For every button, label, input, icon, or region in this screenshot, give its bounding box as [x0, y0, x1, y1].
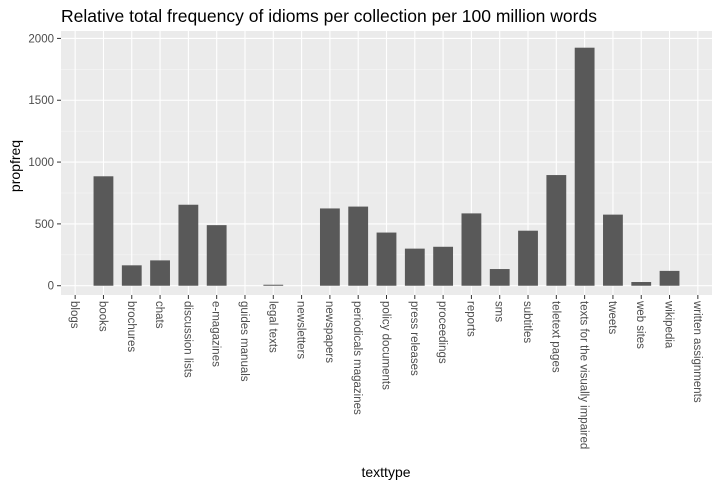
bar-web-sites	[631, 282, 652, 286]
y-tick-label: 2000	[28, 33, 54, 45]
bar-brochures	[121, 265, 142, 286]
bar-proceedings	[433, 246, 454, 286]
bar-press-releases	[404, 248, 425, 286]
x-tick-label: reports	[464, 301, 476, 337]
x-tick-label: discussion lists	[181, 301, 193, 378]
bar-chats	[150, 260, 170, 286]
bar-periodicals-magazines	[348, 206, 369, 286]
x-tick-label: press releases	[408, 301, 420, 376]
bar-policy-documents	[376, 232, 397, 286]
y-tick-label: 500	[35, 219, 54, 231]
x-tick-label: brochures	[125, 301, 137, 352]
bar-sms	[489, 269, 510, 286]
bar-newspapers	[319, 208, 340, 286]
x-tick-label: proceedings	[436, 301, 448, 364]
x-tick-label: newspapers	[323, 301, 335, 363]
x-tick-label: blogs	[68, 301, 80, 329]
bar-texts-for-the-visually-impaired	[574, 47, 595, 286]
y-tick-label: 1000	[28, 157, 54, 169]
bar-wikipedia	[659, 270, 680, 286]
x-tick-label: newsletters	[295, 301, 307, 359]
bar-legal-texts	[263, 284, 284, 286]
x-tick-label: policy documents	[380, 301, 392, 390]
bar-subtitles	[518, 230, 538, 286]
bar-e-magazines	[206, 225, 227, 286]
x-tick-label: e-magazines	[210, 301, 222, 367]
x-tick-label: sms	[493, 301, 505, 322]
bar-teletext-pages	[546, 175, 567, 286]
x-tick-label: written assignments	[691, 300, 703, 403]
bar-tweets	[603, 214, 623, 286]
bars-layer	[93, 47, 680, 286]
x-tick-label: legal texts	[266, 301, 278, 353]
x-tick-label: teletext pages	[549, 301, 561, 373]
x-tick-label: chats	[153, 301, 165, 329]
x-tick-label: books	[96, 301, 108, 332]
bar-books	[93, 176, 114, 286]
x-tick-label: subtitles	[521, 301, 533, 343]
chart-title: Relative total frequency of idioms per c…	[61, 6, 597, 26]
y-axis: 0 500 1000 1500 2000	[28, 33, 61, 293]
x-tick-label: periodicals magazines	[351, 301, 363, 415]
x-axis-title: texttype	[361, 464, 410, 480]
bar-discussion-lists	[178, 204, 199, 286]
y-tick-label: 0	[48, 281, 54, 293]
x-tick-label: web sites	[634, 300, 646, 349]
y-tick-label: 1500	[28, 95, 54, 107]
y-axis-title: propfreq	[7, 140, 23, 192]
x-tick-label: tweets	[606, 301, 618, 334]
x-tick-label: wikipedia	[663, 300, 675, 349]
x-tick-label: guides manuals	[238, 301, 250, 382]
x-axis: blogs books brochures chats discussion lists…	[68, 295, 703, 449]
bar-reports	[461, 213, 482, 286]
x-tick-label: texts for the visually impaired	[578, 301, 590, 449]
